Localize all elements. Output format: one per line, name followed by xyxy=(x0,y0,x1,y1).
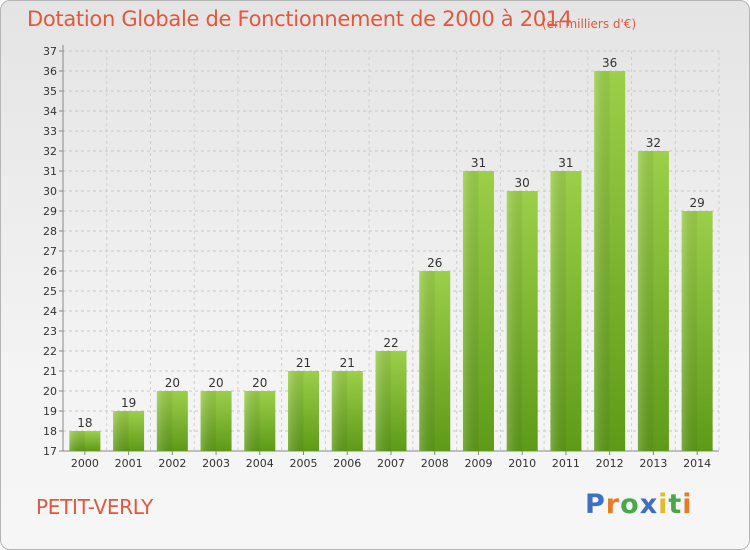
bar-highlight xyxy=(375,351,391,451)
proxiti-logo: Proxiti xyxy=(585,489,693,520)
bar-value-label: 22 xyxy=(383,336,398,350)
x-tick-label: 2013 xyxy=(639,457,667,470)
logo-letter: o xyxy=(620,489,640,520)
bar-highlight xyxy=(462,171,479,451)
y-tick-label: 31 xyxy=(43,165,57,178)
y-tick-label: 36 xyxy=(43,65,57,78)
y-tick-label: 28 xyxy=(43,225,57,238)
x-tick-label: 2010 xyxy=(508,457,536,470)
bar-highlight xyxy=(156,391,173,451)
y-tick-label: 22 xyxy=(43,345,57,358)
logo-letter: r xyxy=(605,489,621,520)
bar-highlight xyxy=(550,171,566,451)
y-tick-label: 17 xyxy=(43,445,57,458)
x-tick-label: 2001 xyxy=(115,457,143,470)
x-tick-label: 2007 xyxy=(377,457,405,470)
y-tick-label: 21 xyxy=(43,365,57,378)
bar-highlight xyxy=(637,151,654,451)
bar-value-label: 20 xyxy=(165,376,180,390)
logo-letter: P xyxy=(585,489,606,520)
commune-name: PETIT-VERLY xyxy=(36,495,153,519)
bar-value-label: 32 xyxy=(646,136,661,150)
bar-value-label: 36 xyxy=(602,56,617,70)
x-tick-label: 2008 xyxy=(421,457,449,470)
x-tick-label: 2006 xyxy=(333,457,361,470)
bar-highlight xyxy=(681,211,698,451)
bar-value-label: 21 xyxy=(296,356,311,370)
bar-highlight xyxy=(69,431,85,451)
bar-highlight xyxy=(200,391,217,451)
bar-value-label: 18 xyxy=(77,416,92,430)
bar-highlight xyxy=(288,371,304,451)
bar-highlight xyxy=(113,411,129,451)
logo-letter: x xyxy=(639,489,659,520)
y-tick-label: 19 xyxy=(43,405,57,418)
logo-letter: t xyxy=(668,489,683,520)
bar-highlight xyxy=(419,271,435,451)
y-tick-label: 20 xyxy=(43,385,57,398)
chart-subtitle: (en milliers d'€) xyxy=(542,17,637,31)
y-tick-label: 23 xyxy=(43,325,57,338)
y-tick-label: 35 xyxy=(43,85,57,98)
bar-value-label: 31 xyxy=(471,156,486,170)
y-tick-label: 32 xyxy=(43,145,57,158)
bar-value-label: 31 xyxy=(558,156,573,170)
x-tick-label: 2002 xyxy=(158,457,186,470)
x-tick-label: 2000 xyxy=(71,457,99,470)
x-tick-label: 2012 xyxy=(596,457,624,470)
bar-value-label: 19 xyxy=(121,396,136,410)
bar-highlight xyxy=(244,391,260,451)
logo-letter: i xyxy=(658,489,669,520)
logo-letter: i xyxy=(682,489,693,520)
x-tick-label: 2009 xyxy=(464,457,492,470)
bar-highlight xyxy=(594,71,610,451)
bar-value-label: 20 xyxy=(208,376,223,390)
x-tick-label: 2005 xyxy=(290,457,318,470)
y-tick-label: 25 xyxy=(43,285,57,298)
x-tick-label: 2004 xyxy=(246,457,274,470)
bar-value-label: 30 xyxy=(515,176,530,190)
bar-highlight xyxy=(331,371,348,451)
y-tick-label: 24 xyxy=(43,305,57,318)
x-tick-label: 2011 xyxy=(552,457,580,470)
y-tick-label: 18 xyxy=(43,425,57,438)
y-tick-label: 27 xyxy=(43,245,57,258)
bar-value-label: 29 xyxy=(689,196,704,210)
bar-highlight xyxy=(506,191,523,451)
bar-value-label: 21 xyxy=(340,356,355,370)
y-tick-label: 34 xyxy=(43,105,57,118)
y-tick-label: 29 xyxy=(43,205,57,218)
y-tick-label: 37 xyxy=(43,45,57,58)
bar-value-label: 26 xyxy=(427,256,442,270)
x-tick-label: 2014 xyxy=(683,457,711,470)
x-tick-label: 2003 xyxy=(202,457,230,470)
y-tick-label: 33 xyxy=(43,125,57,138)
bar-value-label: 20 xyxy=(252,376,267,390)
y-tick-label: 26 xyxy=(43,265,57,278)
y-tick-label: 30 xyxy=(43,185,57,198)
chart-title: Dotation Globale de Fonctionnement de 20… xyxy=(27,7,572,31)
